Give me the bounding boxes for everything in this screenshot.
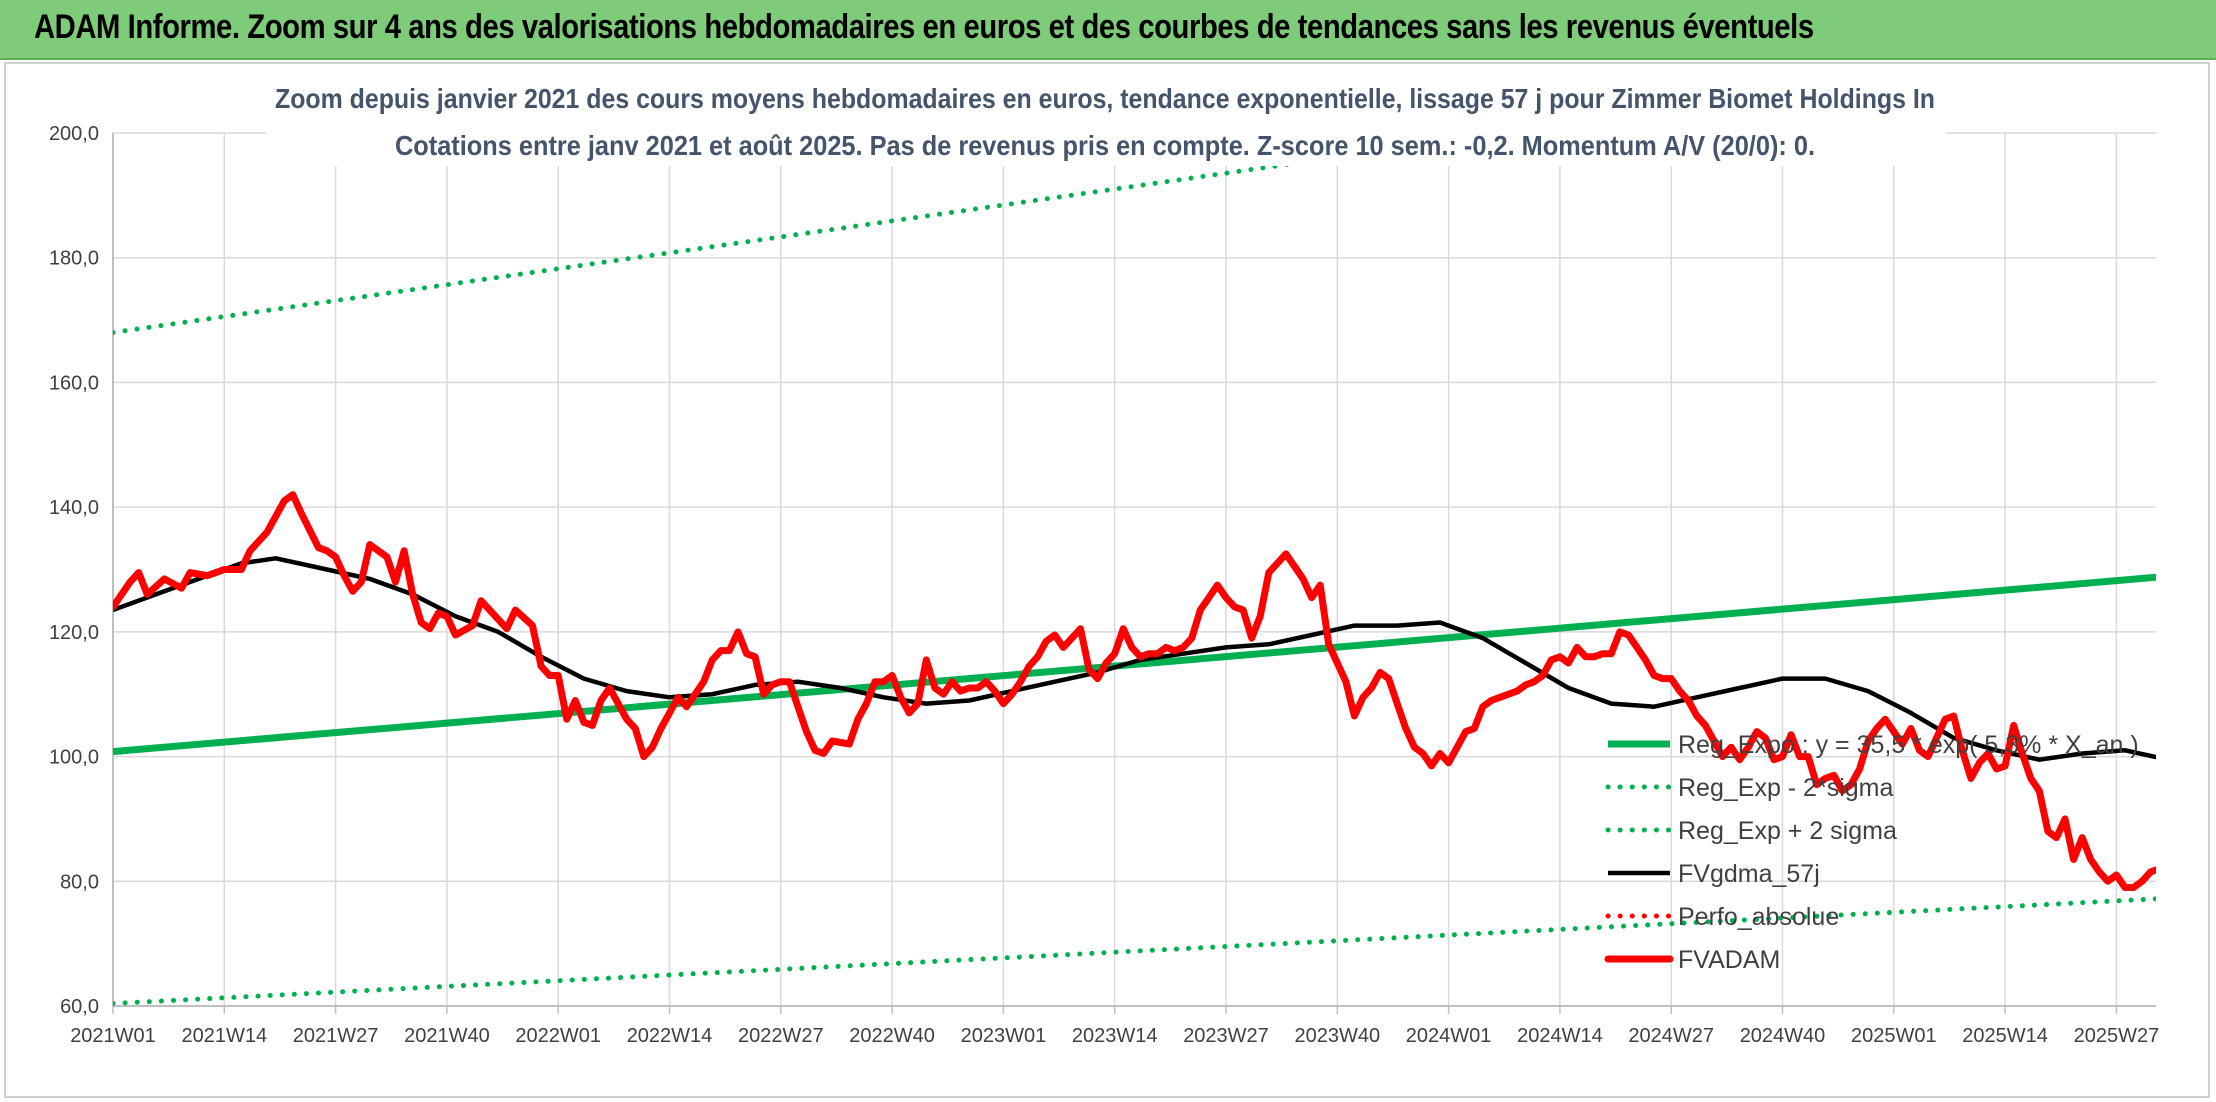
x-tick-label: 2025W01 — [1851, 1025, 1937, 1047]
y-tick-label: 200,0 — [49, 123, 99, 145]
x-tick-label: 2025W14 — [1962, 1025, 2048, 1047]
x-tick-label: 2024W27 — [1628, 1025, 1714, 1047]
x-tick-label: 2024W14 — [1517, 1025, 1603, 1047]
report-title: ADAM Informe. Zoom sur 4 ans des valoris… — [34, 8, 1814, 46]
chart-legend: Reg_Expo : y = 35,5 * exp( 5,3% * X_an )… — [1604, 731, 2139, 974]
legend-label: Reg_Exp + 2 sigma — [1678, 817, 1897, 845]
legend-label: FVgdma_57j — [1678, 860, 1820, 888]
x-tick-label: 2021W27 — [293, 1025, 379, 1047]
y-tick-label: 80,0 — [60, 871, 99, 893]
x-tick-label: 2024W01 — [1406, 1025, 1492, 1047]
x-tick-label: 2022W40 — [849, 1025, 935, 1047]
y-tick-label: 180,0 — [49, 248, 99, 270]
x-tick-label: 2024W40 — [1740, 1025, 1826, 1047]
legend-label: Reg_Exp - 2*sigma — [1678, 774, 1893, 802]
series-line-fvadam — [113, 491, 2156, 891]
legend-label: Reg_Expo : y = 35,5 * exp( 5,3% * X_an ) — [1678, 731, 2139, 759]
x-tick-label: 2022W27 — [738, 1025, 824, 1047]
report-banner: ADAM Informe. Zoom sur 4 ans des valoris… — [0, 0, 2216, 60]
x-tick-label: 2021W40 — [404, 1025, 490, 1047]
chart-subtitle: Cotations entre janv 2021 et août 2025. … — [395, 130, 1815, 161]
title-backdrop — [266, 64, 1946, 166]
x-tick-label: 2022W14 — [627, 1025, 713, 1047]
chart-series — [113, 133, 2156, 1006]
chart-title: Zoom depuis janvier 2021 des cours moyen… — [275, 83, 1935, 114]
y-tick-label: 140,0 — [49, 497, 99, 519]
x-tick-label: 2022W01 — [515, 1025, 601, 1047]
x-tick-label: 2021W01 — [70, 1025, 156, 1047]
y-tick-label: 60,0 — [60, 996, 99, 1018]
chart-titles: Zoom depuis janvier 2021 des cours moyen… — [266, 64, 1946, 166]
line-chart: 60,0 80,0 100,0 120,0 140,0 160,0 180,0 200,0 20… — [49, 64, 2159, 1047]
y-tick-label: 120,0 — [49, 622, 99, 644]
x-tick-label: 2023W40 — [1294, 1025, 1380, 1047]
series-line-reg-exp-2-sigma — [113, 896, 2156, 1006]
y-tick-label: 100,0 — [49, 747, 99, 769]
legend-label: Perfo_absolue — [1678, 903, 1839, 931]
x-tick-label: 2023W01 — [961, 1025, 1047, 1047]
x-tick-label: 2021W14 — [181, 1025, 267, 1047]
series-line-fvgdma-57j — [113, 556, 2156, 762]
legend-label: FVADAM — [1678, 946, 1780, 974]
x-tick-label: 2023W27 — [1183, 1025, 1269, 1047]
series-line-reg-expo-y-35-5-exp-5-3-x-an — [113, 573, 2156, 756]
chart-area: 60,0 80,0 100,0 120,0 140,0 160,0 180,0 200,0 20… — [4, 62, 2210, 1098]
y-tick-label: 160,0 — [49, 372, 99, 394]
chart-grid — [112, 132, 2156, 1007]
x-tick-label: 2025W27 — [2074, 1025, 2160, 1047]
x-tick-label: 2023W14 — [1072, 1025, 1158, 1047]
chart-axes: 60,0 80,0 100,0 120,0 140,0 160,0 180,0 200,0 20… — [49, 123, 2159, 1047]
